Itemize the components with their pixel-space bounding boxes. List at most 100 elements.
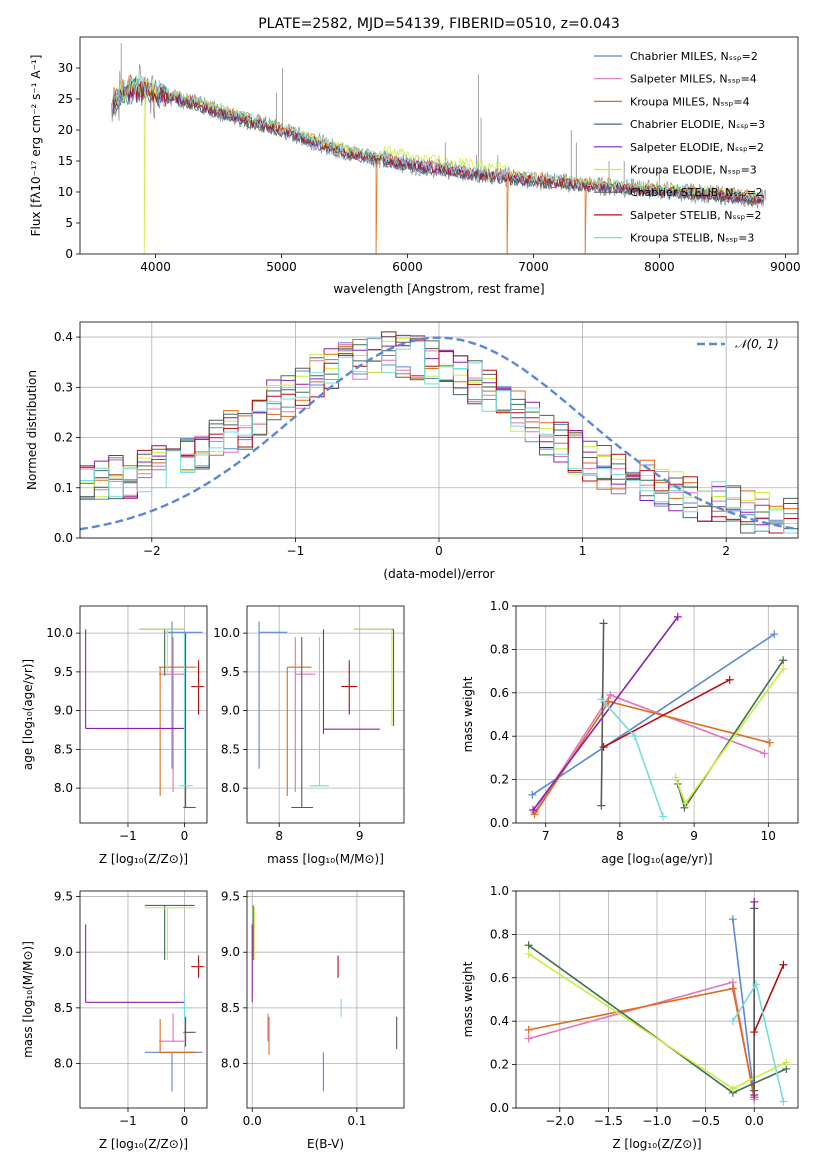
x-tick-label: −2 [143, 544, 161, 558]
y-axis-label: mass weight [461, 961, 475, 1037]
plot-area [258, 621, 395, 809]
tick-labels: −1 0 8.0 8.5 9.0 9.5 [54, 890, 188, 1128]
axes-frame [79, 605, 208, 824]
errorbar-point [85, 629, 185, 730]
weight-line [528, 981, 755, 1100]
y-tick-label: 0.2 [490, 1058, 509, 1072]
axes-frame [79, 36, 799, 255]
weight-line [677, 659, 784, 810]
gridlines [247, 891, 404, 1108]
weight-marker [524, 1025, 533, 1034]
y-tick-label: 0.4 [490, 1014, 509, 1028]
gridlines [247, 606, 404, 823]
y-tick-label: 0.2 [490, 773, 509, 787]
legend: Chabrier MILES, Nₛₛₚ=2 Salpeter MILES, Nₛ… [594, 50, 765, 245]
y-tick-label: 0.6 [490, 971, 509, 985]
weight-line [531, 633, 775, 796]
x-tick-label: −1.0 [642, 1114, 671, 1128]
y-tick-label: 8.5 [54, 742, 73, 756]
weight-line [532, 616, 679, 811]
axes-spectrum: 4000 5000 6000 7000 8000 9000 0 5 10 15 20 25 30 PLAT… [29, 16, 801, 296]
y-axis-label: age [log₁₀(age/yr)] [21, 659, 35, 770]
errorbar-point [291, 637, 314, 809]
y-tick-label: 0.3 [54, 380, 73, 394]
weight-marker [728, 984, 737, 993]
weight-series [524, 949, 791, 1093]
y-tick-label: 0.8 [490, 642, 509, 656]
plot-area [80, 331, 798, 534]
axes-mass_vs_Z: −1 0 8.0 8.5 9.0 9.5 Z [log₁₀(Z/Z⊙)] mass [log₁… [21, 890, 208, 1151]
plot-area [528, 612, 788, 821]
weight-marker [728, 1084, 737, 1093]
x-tick-label: −1.5 [594, 1114, 623, 1128]
weight-series [728, 980, 788, 1106]
legend-label: Chabrier STELIB, Nₛₛₚ=2 [630, 186, 763, 199]
y-tick-label: 8.0 [54, 781, 73, 795]
x-tick-label: 0 [181, 829, 189, 843]
weight-line [528, 944, 787, 1094]
y-tick-label: 9.0 [54, 945, 73, 959]
axes-age_vs_Z: −1 0 8.0 8.5 9.0 9.5 10.0 Z [log₁₀(Z/Z⊙)] age [l… [21, 605, 208, 866]
weight-series [599, 675, 734, 752]
y-axis-label: Flux [fλ10⁻¹⁷ erg cm⁻² s⁻¹ A⁻¹] [29, 55, 43, 237]
y-tick-label: 9.5 [221, 890, 240, 904]
y-tick-label: 0.0 [490, 816, 509, 830]
x-axis-label: age [log₁₀(age/yr)] [601, 852, 712, 866]
weight-series [528, 630, 779, 799]
y-tick-label: 0.6 [490, 686, 509, 700]
tick-labels: 0.0 0.1 8.0 8.5 9.0 9.5 [221, 890, 367, 1128]
weight-marker [529, 805, 538, 814]
weight-marker [680, 803, 689, 812]
y-tick-label: 10.0 [213, 626, 240, 640]
weight-series [530, 690, 769, 817]
x-axis-label: mass [log₁₀(M/M⊙)] [267, 852, 384, 866]
errorbar-point [144, 1051, 203, 1092]
x-tick-label: 0.0 [745, 1114, 764, 1128]
weight-marker [779, 1097, 788, 1106]
gridlines [80, 606, 207, 823]
weight-series [529, 612, 682, 814]
legend-label: 𝒩(0, 1) [735, 337, 779, 351]
y-tick-label: 20 [58, 123, 73, 137]
tick-labels: −1 0 8.0 8.5 9.0 9.5 10.0 [46, 626, 188, 843]
y-tick-label: 10.0 [46, 626, 73, 640]
x-axis-label: Z [log₁₀(Z/Z⊙)] [612, 1137, 701, 1151]
axes-frame [79, 321, 799, 539]
y-tick-label: 8.0 [54, 1056, 73, 1070]
weight-line [753, 964, 785, 1033]
axes-frame [246, 605, 405, 824]
weight-marker [770, 630, 779, 639]
axes-residual_histogram: −2 −1 0 1 2 0.0 0.1 0.2 0.3 0.4 (data-model)/error… [25, 321, 799, 581]
tick-labels: 4000 5000 6000 7000 8000 9000 0 5 10 15 20 25 30 [58, 61, 801, 274]
errorbar-point [85, 924, 185, 1003]
weight-marker [530, 810, 539, 819]
x-tick-label: 7000 [518, 260, 549, 274]
weight-marker [760, 749, 769, 758]
weight-marker [599, 619, 608, 628]
x-tick-label: −1 [287, 544, 305, 558]
weight-marker [782, 1058, 791, 1067]
x-tick-label: 9 [690, 829, 698, 843]
weight-marker [673, 612, 682, 621]
y-tick-label: 8.5 [221, 742, 240, 756]
plot-area [111, 43, 767, 254]
tick-labels: −2 −1 0 1 2 0.0 0.1 0.2 0.3 0.4 [54, 330, 730, 558]
legend-label: Chabrier ELODIE, Nₛₛₚ=3 [630, 118, 765, 131]
errorbar-point [191, 660, 205, 715]
errorbar-point [178, 994, 193, 1022]
legend-label: Kroupa MILES, Nₛₛₚ=4 [630, 95, 750, 108]
y-tick-label: 0.4 [490, 729, 509, 743]
weight-line [732, 919, 755, 1098]
axes-frame [79, 890, 208, 1109]
y-tick-label: 0.2 [54, 431, 73, 445]
y-axis-label: Normed distribution [25, 370, 39, 490]
y-tick-label: 25 [58, 92, 73, 106]
axes-frame [515, 605, 799, 824]
weight-marker [779, 960, 788, 969]
weight-marker [599, 743, 608, 752]
plot-area [251, 905, 398, 1092]
x-tick-label: −1 [119, 1114, 137, 1128]
x-tick-label: 6000 [392, 260, 423, 274]
y-tick-label: 9.5 [54, 890, 73, 904]
plot-area [85, 904, 205, 1092]
